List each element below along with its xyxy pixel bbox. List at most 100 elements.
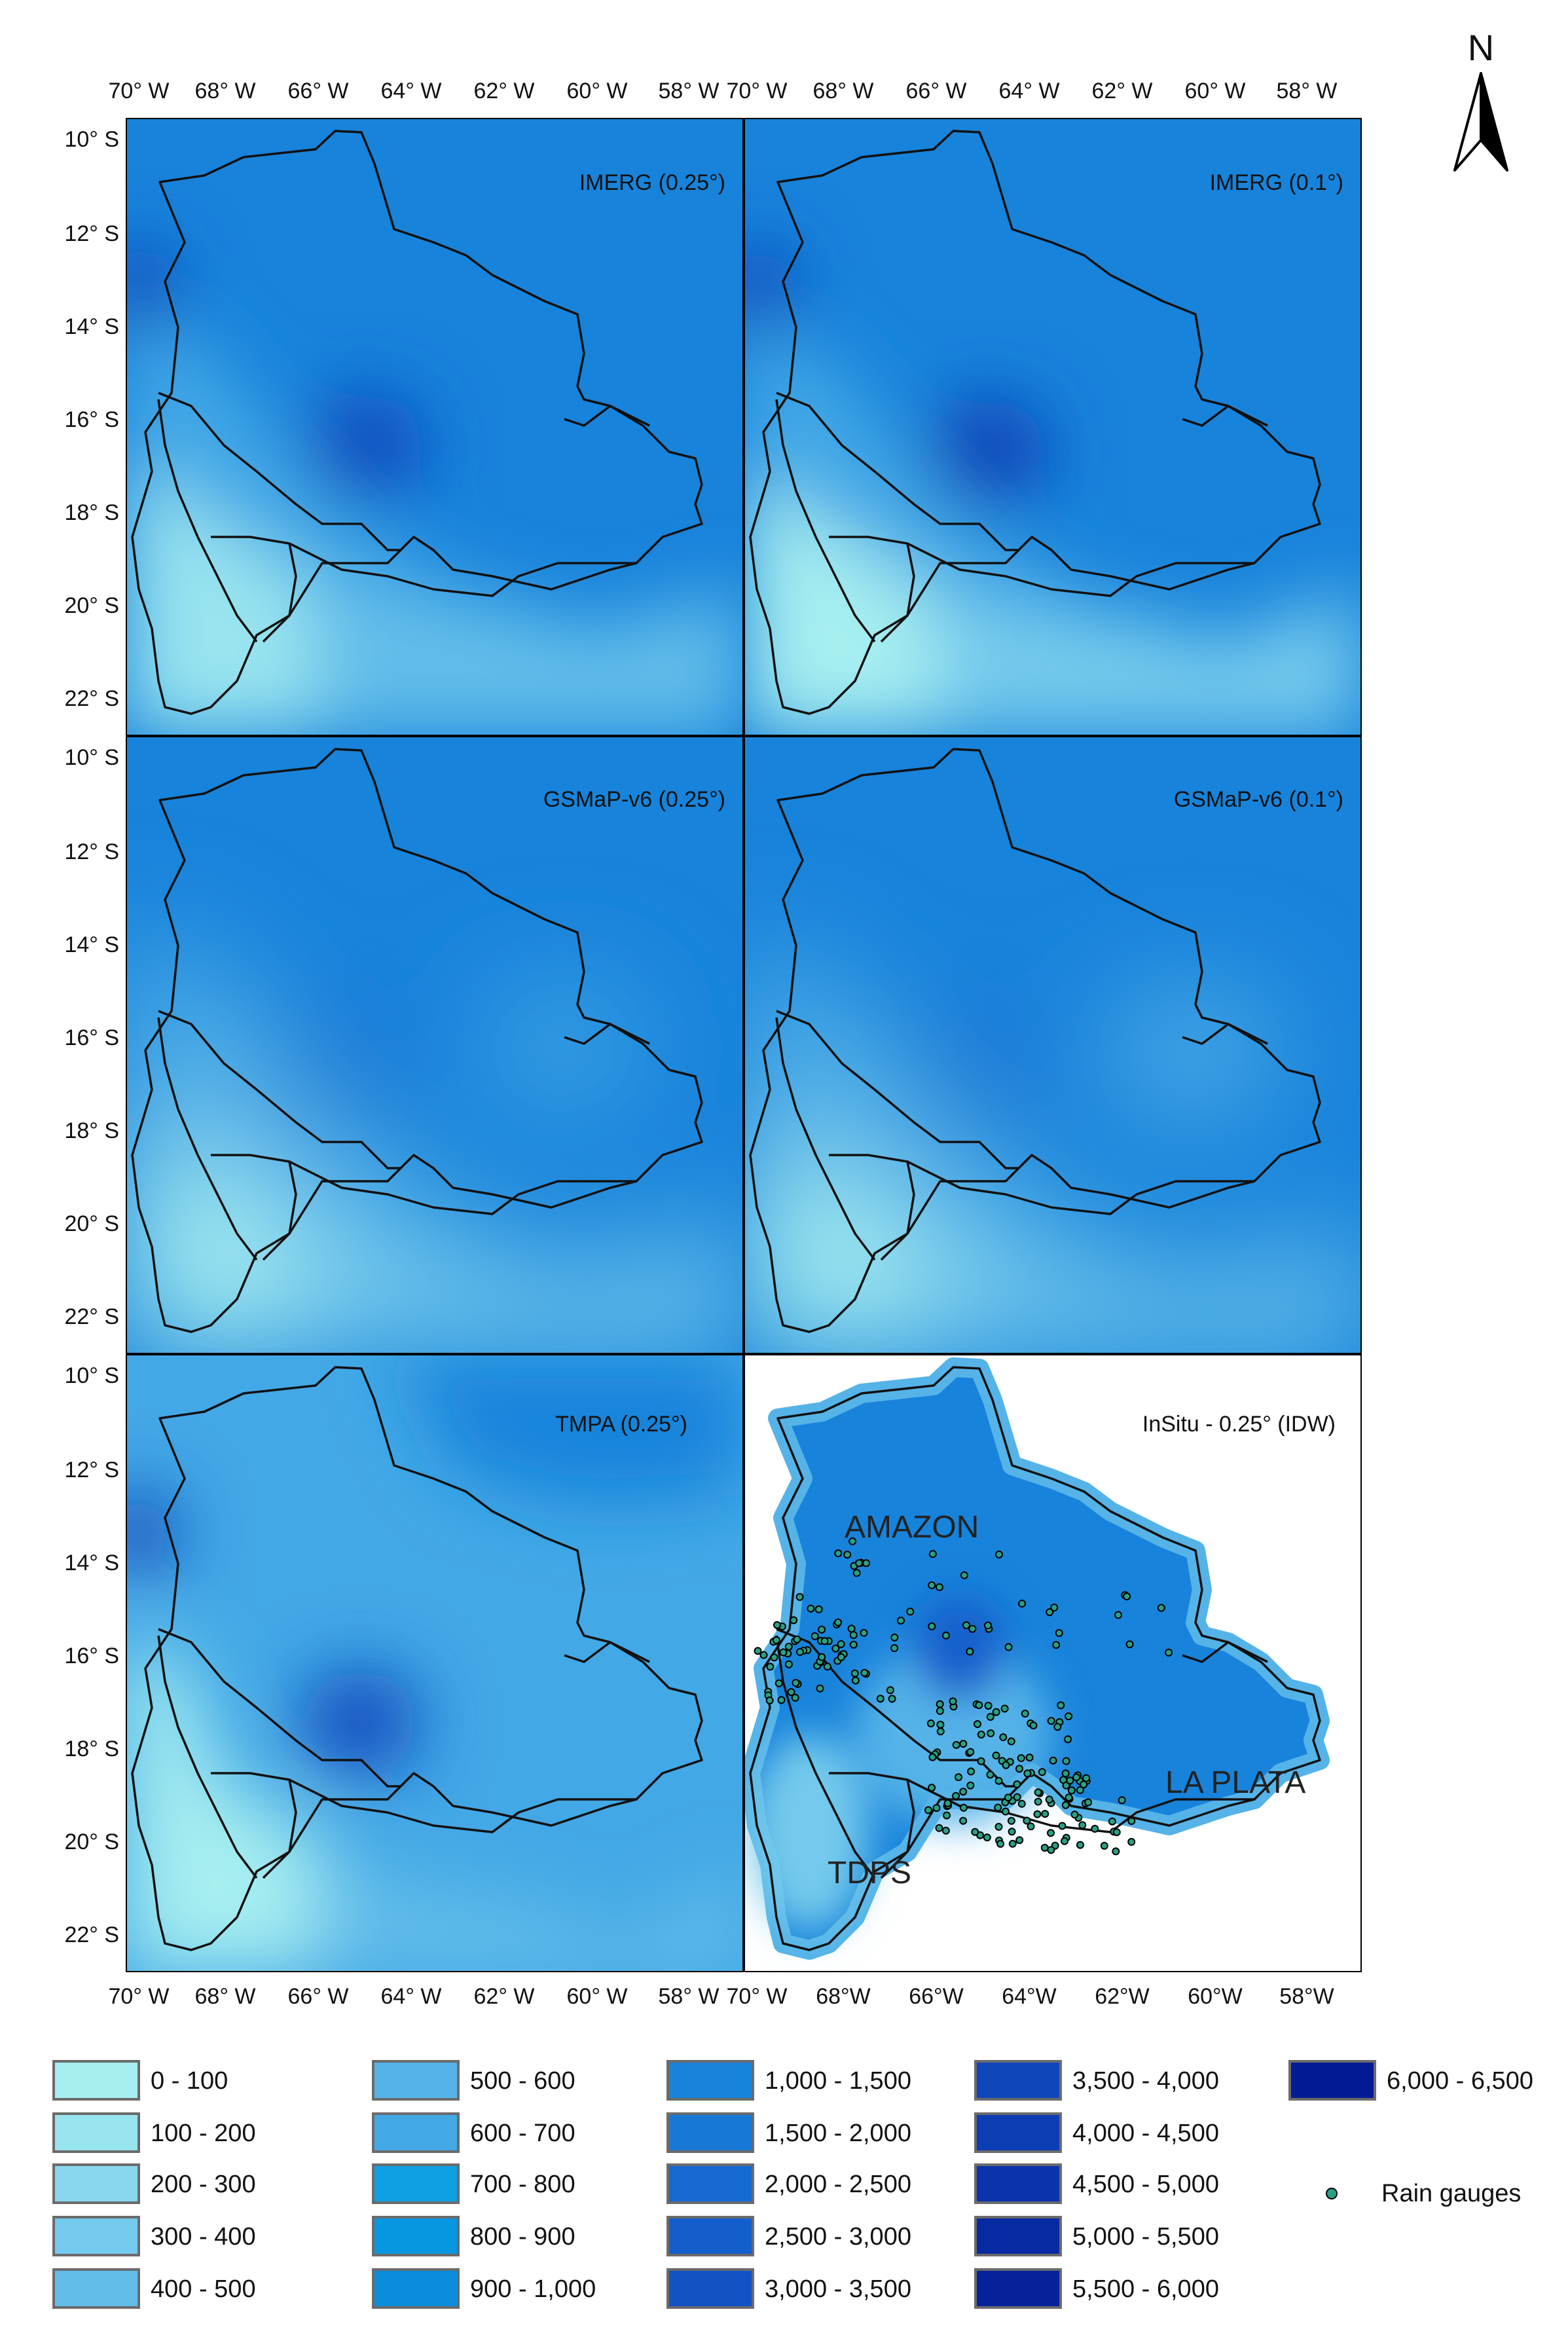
- legend-item: 100 - 200: [52, 2112, 256, 2153]
- lon-tick-label: 66° W: [288, 79, 349, 103]
- rain-gauge: [995, 1551, 1003, 1558]
- dry-chaco-zone: [930, 1205, 1362, 1354]
- altiplano-boundary: [211, 536, 297, 643]
- lat-tick-label: 18° S: [64, 500, 119, 525]
- rain-gauge: [796, 1647, 804, 1656]
- lon-tick-label: 70° W: [727, 1984, 788, 2009]
- lat-tick-label: 22° S: [64, 1922, 119, 1947]
- rain-gauge: [1067, 1786, 1076, 1795]
- western-slope-zone: [744, 327, 1087, 602]
- altiplano-boundary: [829, 536, 915, 643]
- rain-gauge: [1015, 1765, 1023, 1773]
- rain-gauge: [847, 1625, 856, 1633]
- rain-gauge: [1047, 1829, 1055, 1837]
- rain-gauge: [966, 1781, 975, 1790]
- rain-gauge: [977, 1731, 985, 1738]
- rain-gauge: [1108, 1817, 1116, 1826]
- basin-divider: [158, 1010, 401, 1169]
- wet-core-northwest: [126, 1493, 177, 1572]
- legend-item: 1,500 - 2,000: [666, 2112, 911, 2153]
- tdps-boundary: [775, 399, 876, 643]
- rain-gauge: [932, 1804, 941, 1812]
- rain-gauge: [876, 1695, 884, 1703]
- rain-gauge: [994, 1822, 1003, 1831]
- legend-label: 3,500 - 4,000: [1072, 2067, 1219, 2095]
- legend-label: 400 - 500: [151, 2275, 256, 2303]
- rain-gauge: [823, 1663, 831, 1671]
- rain-gauge: [986, 1771, 994, 1779]
- rain-gauge: [936, 1727, 945, 1736]
- rain-gauge: [928, 1622, 936, 1630]
- rain-gauge: [1061, 1769, 1070, 1778]
- legend-swatch: [1288, 2060, 1376, 2101]
- legend-swatch: [974, 2163, 1062, 2204]
- lat-tick-label: 18° S: [64, 1737, 119, 1761]
- rain-gauge: [1062, 1757, 1070, 1765]
- tdps-boundary: [157, 399, 258, 643]
- rain-gauge: [999, 1733, 1008, 1742]
- rain-gauge: [818, 1653, 826, 1661]
- rain-gauge: [966, 1748, 975, 1756]
- lat-tick-label: 20° S: [64, 1211, 119, 1236]
- north-arrow-label: N: [1468, 27, 1494, 68]
- rain-gauge: [1118, 1796, 1126, 1805]
- wet-core-chapare: [930, 399, 1048, 504]
- western-slope-zone: [126, 314, 458, 589]
- panel-label-insitu-025: InSitu - 0.25° (IDW): [1142, 1412, 1336, 1437]
- rain-gauge: [784, 1642, 793, 1651]
- rain-gauge: [1004, 1793, 1012, 1802]
- basin-divider: [776, 1010, 1019, 1169]
- legend-label: 100 - 200: [151, 2120, 256, 2147]
- western-slope-zone: [744, 943, 1100, 1257]
- chaco-boundary: [907, 542, 1254, 597]
- rain-gauge: [928, 1753, 937, 1761]
- rain-gauge: [1065, 1712, 1073, 1721]
- wet-core-northwest: [744, 249, 795, 327]
- rain-gauge: [959, 1788, 968, 1796]
- rain-gauge-points: [754, 1537, 1173, 1856]
- map-panel-gsmap-025: [126, 736, 744, 1354]
- lat-tick-label: 14° S: [64, 932, 119, 957]
- lat-tick-label: 14° S: [64, 314, 119, 339]
- rain-gauge: [1070, 1811, 1079, 1819]
- rain-gauge: [1076, 1786, 1084, 1794]
- rain-gauge: [1047, 1717, 1055, 1725]
- basin-divider: [776, 392, 1019, 551]
- rain-gauge: [952, 1740, 960, 1749]
- legend-swatch: [52, 2216, 140, 2256]
- rain-gauge: [851, 1676, 860, 1685]
- rain-gauge: [959, 1816, 968, 1825]
- legend-label: 600 - 700: [470, 2120, 575, 2147]
- rain-gauge: [1053, 1723, 1062, 1731]
- rain-gauge: [834, 1618, 843, 1627]
- rain-gauge: [779, 1648, 788, 1657]
- lon-tick-label: 58°W: [1279, 1984, 1334, 2009]
- rain-gauge: [1038, 1768, 1046, 1776]
- rain-gauge: [852, 1569, 861, 1577]
- rain-gauge: [936, 1700, 944, 1708]
- lon-tick-label: 64° W: [381, 1984, 442, 2009]
- rain-gauge: [1033, 1810, 1042, 1818]
- legend-label: 200 - 300: [151, 2171, 256, 2198]
- legend-label: 800 - 900: [470, 2223, 575, 2251]
- lat-tick-label: 10° S: [64, 745, 119, 770]
- rain-gauge: [770, 1653, 778, 1662]
- rain-gauge: [928, 1550, 937, 1558]
- rain-gauge: [1007, 1737, 1015, 1746]
- rain-gauge: [943, 1799, 952, 1807]
- rain-gauge: [994, 1776, 1003, 1785]
- lon-tick-label: 60° W: [567, 79, 628, 103]
- rain-gauge: [807, 1604, 815, 1613]
- legend-label: 5,000 - 5,500: [1072, 2223, 1219, 2251]
- lon-tick-label: 66° W: [906, 79, 967, 103]
- rain-gauge: [1084, 1798, 1093, 1807]
- lat-tick-label: 10° S: [64, 127, 119, 152]
- rain-gauge: [959, 1803, 968, 1812]
- legend-item: 1,000 - 1,500: [666, 2060, 911, 2101]
- legend-item: 2,000 - 2,500: [666, 2163, 911, 2204]
- basin-divider: [158, 392, 401, 551]
- altiplano-boundary: [829, 1772, 915, 1879]
- map-panel-imerg-025: [126, 118, 744, 736]
- rain-gauge: [1041, 1810, 1049, 1818]
- tdps-boundary: [157, 1017, 258, 1261]
